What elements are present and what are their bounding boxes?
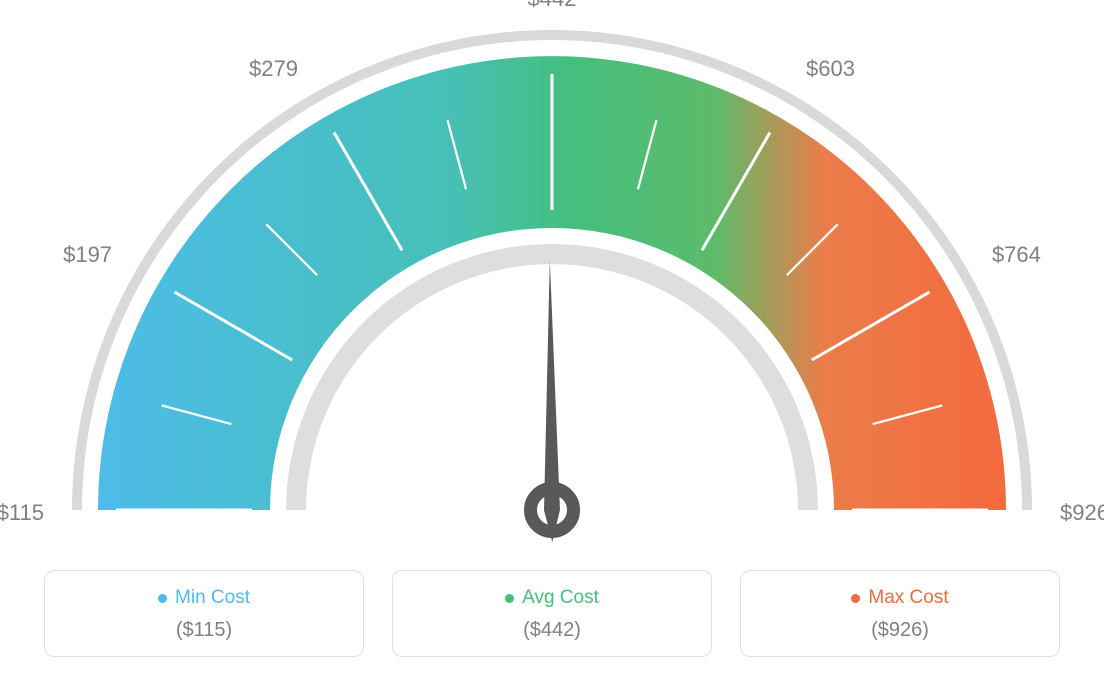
gauge-tick-label: $764	[992, 242, 1041, 267]
gauge-tick-label: $197	[63, 242, 112, 267]
gauge-chart: $115 $197 $279 $442 $603 $764 $926	[0, 0, 1104, 560]
legend-card-max: Max Cost ($926)	[740, 570, 1060, 657]
legend-value-max: ($926)	[751, 619, 1049, 642]
gauge-tick-label: $603	[806, 56, 855, 81]
gauge-svg: $115 $197 $279 $442 $603 $764 $926	[0, 0, 1104, 560]
legend-label-max: Max Cost	[851, 587, 948, 609]
legend-value-avg: ($442)	[403, 619, 701, 642]
legend-label-avg: Avg Cost	[505, 587, 599, 609]
gauge-tick-label: $115	[0, 500, 44, 525]
gauge-tick-label: $279	[249, 56, 298, 81]
legend-label-min: Min Cost	[158, 587, 250, 609]
legend-value-min: ($115)	[55, 619, 353, 642]
legend-row: Min Cost ($115) Avg Cost ($442) Max Cost…	[0, 570, 1104, 657]
legend-card-min: Min Cost ($115)	[44, 570, 364, 657]
gauge-needle	[544, 260, 560, 542]
legend-card-avg: Avg Cost ($442)	[392, 570, 712, 657]
gauge-tick-label: $442	[528, 0, 577, 11]
gauge-tick-label: $926	[1060, 500, 1104, 525]
